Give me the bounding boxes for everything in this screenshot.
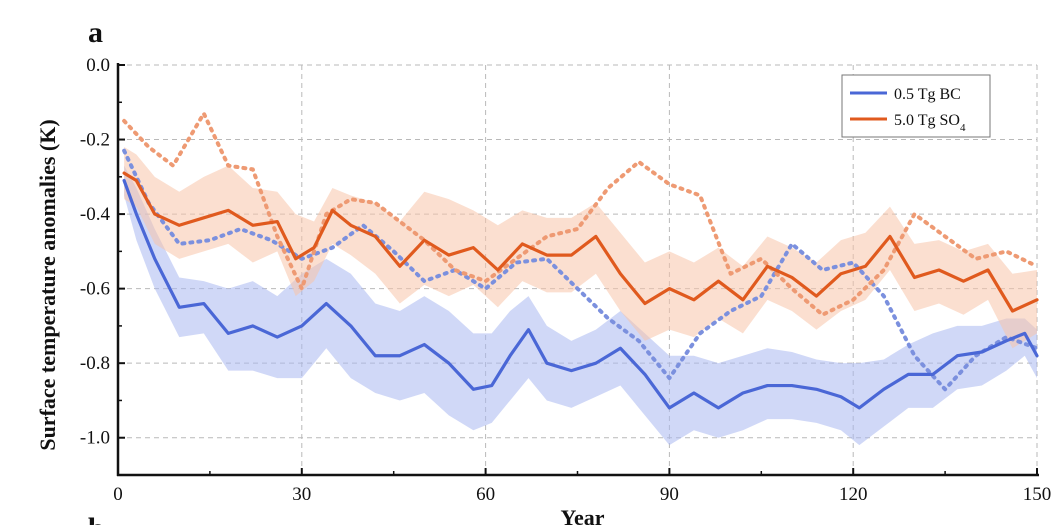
x-tick-label-0: 0 <box>113 484 123 505</box>
y-tick-label-5: -1.0 <box>80 428 110 449</box>
dotted-line-1 <box>122 111 1039 317</box>
tick-labels: 0 30 60 90 120 150 0.0 -0.2 -0.4 -0.6 -0.8 -1.0 <box>80 55 1051 505</box>
panel-letter: a <box>88 16 103 49</box>
series-line-1 <box>122 171 1039 313</box>
axes <box>116 63 1039 477</box>
y-axis-label: Surface temperature anomalies (K) <box>35 119 60 450</box>
x-tick-label-3: 90 <box>660 484 679 505</box>
legend-label-so4: 5.0 Tg SO4 <box>894 112 966 134</box>
x-tick-label-2: 60 <box>476 484 495 505</box>
legend-box <box>841 74 991 138</box>
x-tick-label-4: 120 <box>839 484 868 505</box>
y-tick-label-1: -0.2 <box>80 130 110 151</box>
legend-label-bc: 0.5 Tg BC <box>894 86 961 103</box>
x-tick-label-1: 30 <box>292 484 311 505</box>
band-0 <box>124 165 1038 446</box>
dotted-lines <box>122 111 1039 392</box>
next-panel-letter: b <box>88 512 105 525</box>
y-tick-label-2: -0.4 <box>80 204 111 225</box>
x-tick-label-5: 150 <box>1023 484 1052 505</box>
series-lines <box>122 171 1039 410</box>
series-line-0 <box>122 178 1039 410</box>
legend: 0.5 Tg BC 5.0 Tg SO4 <box>841 74 991 138</box>
y-tick-label-0: 0.0 <box>86 55 110 76</box>
y-tick-label-3: -0.6 <box>80 279 110 300</box>
y-tick-label-4: -0.8 <box>80 353 110 374</box>
dotted-line-0 <box>122 148 1039 392</box>
x-axis-label: Year <box>561 505 605 525</box>
